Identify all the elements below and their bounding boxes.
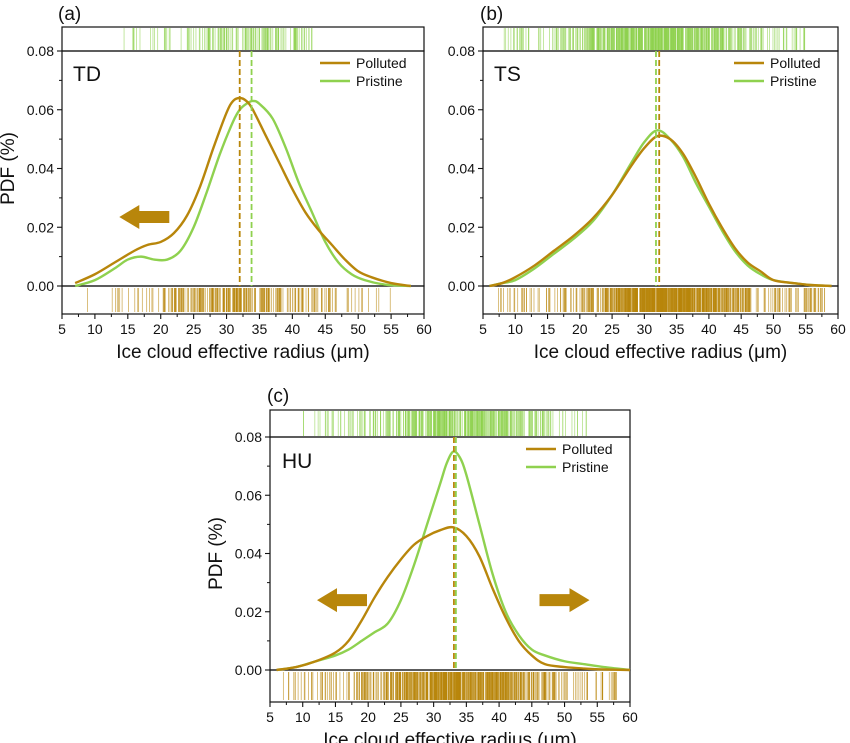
x-tick-label: 50 <box>766 321 782 337</box>
panel-td: 0.00 0.02 0.04 0.06 0.08 5 10 15 20 25 30 35 40 45 50 5… <box>0 4 432 363</box>
rug-polluted <box>498 288 826 312</box>
rug-pristine <box>123 28 313 50</box>
series-line-polluted <box>489 134 832 288</box>
y-tick-label: 0.02 <box>235 604 262 620</box>
x-tick-label: 55 <box>383 321 399 337</box>
y-tick-label: 0.06 <box>448 102 475 118</box>
y-tick-label: 0.04 <box>448 161 475 177</box>
x-tick-label: 25 <box>393 709 409 725</box>
rug-pristine <box>503 28 806 50</box>
x-tick-label: 20 <box>153 321 169 337</box>
x-tick-label: 30 <box>219 321 235 337</box>
series-line-polluted <box>276 525 631 672</box>
legend-label-polluted: Polluted <box>562 441 613 457</box>
x-tick-label: 40 <box>285 321 301 337</box>
y-tick-label: 0.08 <box>27 43 54 59</box>
y-axis-title: PDF (%) <box>206 517 227 590</box>
x-tick-label: 20 <box>360 709 376 725</box>
x-tick-label: 10 <box>295 709 311 725</box>
legend-label-polluted: Polluted <box>356 55 407 71</box>
x-tick-label: 5 <box>479 321 487 337</box>
x-tick-label: 20 <box>572 321 588 337</box>
x-tick-label: 15 <box>328 709 344 725</box>
x-tick-label: 45 <box>524 709 540 725</box>
y-tick-label: 0.06 <box>27 102 54 118</box>
x-tick-label: 5 <box>58 321 66 337</box>
x-tick-label: 30 <box>426 709 442 725</box>
x-tick-label: 40 <box>701 321 717 337</box>
x-axis-title: Ice cloud effective radius (μm) <box>323 730 576 743</box>
x-tick-label: 35 <box>252 321 268 337</box>
x-tick-label: 60 <box>622 709 638 725</box>
rug-pristine <box>303 411 587 436</box>
legend-label-polluted: Polluted <box>770 55 821 71</box>
y-axis-title: PDF (%) <box>0 132 19 205</box>
rug-top-frame <box>61 26 425 52</box>
series-line-pristine <box>489 129 832 288</box>
x-tick-label: 55 <box>589 709 605 725</box>
region-label: HU <box>282 450 312 473</box>
x-axis-title: Ice cloud effective radius (μm) <box>534 342 787 363</box>
y-tick-label: 0.00 <box>27 278 54 294</box>
legend-label-pristine: Pristine <box>770 73 817 89</box>
rug-polluted <box>282 672 617 700</box>
region-label: TS <box>494 63 521 86</box>
x-tick-label: 10 <box>507 321 523 337</box>
x-tick-label: 35 <box>459 709 475 725</box>
series-line-pristine <box>74 99 411 288</box>
x-tick-label: 5 <box>266 709 274 725</box>
y-tick-label: 0.02 <box>448 219 475 235</box>
y-tick-label: 0.00 <box>448 278 475 294</box>
x-tick-label: 10 <box>87 321 103 337</box>
panel-label: (b) <box>480 4 503 25</box>
y-tick-label: 0.06 <box>235 487 262 503</box>
panel-hu: 0.00 0.02 0.04 0.06 0.08 5 10 15 20 25 30 35 40 45 50 5… <box>206 386 638 743</box>
arrow-left-icon <box>317 588 367 613</box>
x-tick-label: 45 <box>733 321 749 337</box>
legend-label-pristine: Pristine <box>356 73 403 89</box>
x-tick-label: 40 <box>491 709 507 725</box>
x-tick-label: 35 <box>669 321 685 337</box>
arrow-right-icon <box>539 588 590 613</box>
y-tick-label: 0.04 <box>27 161 54 177</box>
x-tick-label: 50 <box>350 321 366 337</box>
rug-polluted <box>87 288 391 312</box>
x-tick-label: 25 <box>604 321 620 337</box>
panel-ts: 0.00 0.02 0.04 0.06 0.08 5 10 15 20 25 30 35 40 45 50 5… <box>448 4 846 363</box>
y-tick-label: 0.00 <box>235 662 262 678</box>
x-axis-title: Ice cloud effective radius (μm) <box>116 342 369 363</box>
x-tick-label: 50 <box>557 709 573 725</box>
x-tick-label: 60 <box>830 321 846 337</box>
legend-label-pristine: Pristine <box>562 459 609 475</box>
panel-label: (c) <box>267 386 289 407</box>
x-tick-label: 25 <box>186 321 202 337</box>
rug-bottom-frame <box>61 285 425 315</box>
panel-label: (a) <box>58 4 81 25</box>
series-line-pristine <box>276 450 631 672</box>
x-tick-label: 15 <box>120 321 136 337</box>
arrow-left-icon <box>119 205 170 229</box>
x-tick-label: 60 <box>416 321 432 337</box>
x-tick-label: 45 <box>317 321 333 337</box>
x-tick-label: 55 <box>798 321 814 337</box>
x-tick-label: 15 <box>540 321 556 337</box>
y-tick-label: 0.02 <box>27 219 54 235</box>
region-label: TD <box>73 63 101 86</box>
x-tick-label: 30 <box>637 321 653 337</box>
y-tick-label: 0.08 <box>448 43 475 59</box>
y-tick-label: 0.08 <box>235 429 262 445</box>
series-line-polluted <box>74 96 412 288</box>
y-tick-label: 0.04 <box>235 546 262 562</box>
